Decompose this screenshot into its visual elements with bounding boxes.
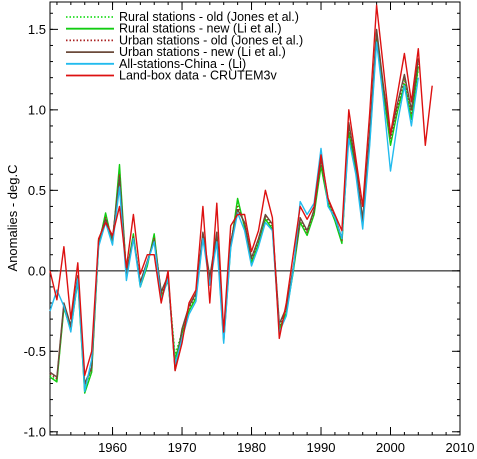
series-line-6 <box>49 4 433 377</box>
y-tick-label: 1.0 <box>28 102 46 117</box>
y-tick-label: 0.0 <box>28 263 46 278</box>
legend-label-2: Rural stations - new (Li et al.) <box>119 22 282 36</box>
series-line-4 <box>49 28 419 385</box>
y-axis-title: Anomalies - deg.C <box>5 165 20 272</box>
y-tick-label: 0.5 <box>28 183 46 198</box>
x-tick-label: 1970 <box>168 440 197 455</box>
legend-label-5: All-stations-China - (Li) <box>119 57 246 71</box>
legend-label-4: Urban stations - new (Li et al.) <box>119 45 286 59</box>
series-line-5 <box>49 41 419 393</box>
y-tick-label: -1.0 <box>24 424 46 439</box>
x-tick-label: 1960 <box>98 440 127 455</box>
y-tick-label: 1.5 <box>28 22 46 37</box>
legend-label-1: Rural stations - old (Jones et al.) <box>119 10 299 24</box>
y-tick-label: -0.5 <box>24 344 46 359</box>
x-tick-label: 2000 <box>376 440 405 455</box>
x-tick-label: 2010 <box>446 440 475 455</box>
axes: 1960 1970 1980 1990 2000 2010 -1.0 -0.5 0.0 0.5 1.… <box>24 2 475 455</box>
x-tick-label: 1980 <box>237 440 266 455</box>
legend: Rural stations - old (Jones et al.)Rural… <box>66 10 303 83</box>
legend-label-6: Land-box data - CRUTEM3v <box>119 69 277 83</box>
series-layer <box>49 4 433 394</box>
plot-area <box>49 1 461 436</box>
legend-label-3: Urban stations - old (Jones et al.) <box>119 33 303 47</box>
x-tick-label: 1990 <box>307 440 336 455</box>
